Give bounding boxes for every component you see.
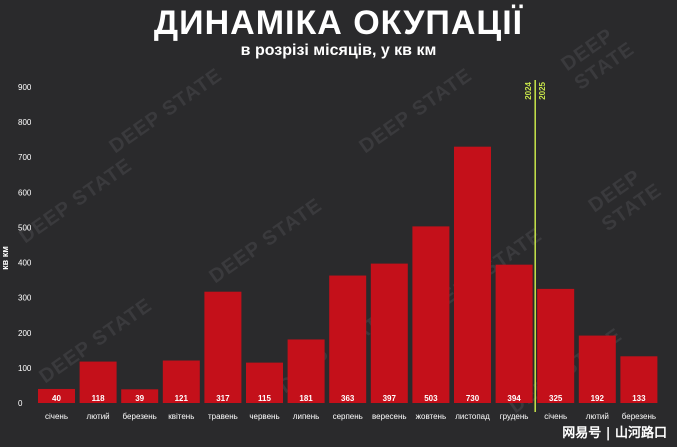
bar-value-label: 363 <box>341 394 355 403</box>
y-tick-label: 100 <box>18 364 32 373</box>
bar <box>537 288 575 403</box>
x-tick-label: листопад <box>455 412 490 421</box>
chart-title: ДИНАМІКА ОКУПАЦІЇ <box>153 4 524 42</box>
bar <box>79 361 117 403</box>
bar <box>412 226 450 403</box>
x-tick-label: червень <box>249 412 279 421</box>
x-tick-label: серпень <box>333 412 363 421</box>
bar-value-label: 317 <box>216 394 230 403</box>
x-tick-label: квітень <box>168 412 194 421</box>
bar <box>121 389 159 403</box>
bar <box>370 263 408 403</box>
x-tick-label: березень <box>622 412 656 421</box>
bar-value-label: 503 <box>424 394 438 403</box>
bar <box>162 360 200 403</box>
y-tick-label: 500 <box>18 223 32 232</box>
bar <box>578 335 616 403</box>
bar <box>246 362 283 403</box>
chart-subtitle: в розрізі місяців, у кв км <box>240 42 437 59</box>
bar <box>204 291 242 403</box>
bar-value-label: 325 <box>549 394 563 403</box>
x-tick-label: січень <box>45 412 68 421</box>
year-label-2024: 2024 <box>524 81 533 99</box>
x-tick-label: липень <box>293 412 320 421</box>
bar-value-label: 115 <box>258 394 271 403</box>
bar-value-label: 730 <box>466 394 480 403</box>
y-tick-label: 300 <box>18 294 32 303</box>
year-label-2025: 2025 <box>538 81 547 99</box>
y-tick-label: 900 <box>18 83 32 92</box>
x-tick-label: жовтень <box>416 412 446 421</box>
bar <box>495 264 533 403</box>
x-tick-label: лютий <box>586 412 609 421</box>
bar <box>329 275 367 403</box>
bar-value-label: 397 <box>383 394 397 403</box>
y-tick-label: 0 <box>18 399 23 408</box>
bar <box>38 388 75 403</box>
x-tick-label: лютий <box>87 412 110 421</box>
y-axis-label: кв км <box>0 246 10 270</box>
bar-value-label: 181 <box>299 394 313 403</box>
bar-value-label: 39 <box>135 394 144 403</box>
bar <box>454 146 491 403</box>
x-tick-label: грудень <box>500 412 529 421</box>
bar <box>620 356 658 403</box>
bar-value-label: 118 <box>92 394 105 403</box>
bar-value-label: 133 <box>632 394 646 403</box>
y-tick-label: 400 <box>18 259 32 268</box>
bar-value-label: 40 <box>52 394 61 403</box>
y-tick-label: 800 <box>18 118 32 127</box>
footer-watermark: 网易号 | 山河路口 <box>562 426 667 441</box>
y-tick-label: 200 <box>18 329 32 338</box>
bar <box>287 339 325 403</box>
bar-value-label: 192 <box>591 394 605 403</box>
x-tick-label: січень <box>544 412 567 421</box>
bar-value-label: 121 <box>175 394 189 403</box>
y-tick-label: 700 <box>18 153 32 162</box>
bar-value-label: 394 <box>507 394 521 403</box>
x-tick-label: травень <box>208 412 238 421</box>
x-tick-label: березень <box>123 412 157 421</box>
x-tick-label: вересень <box>372 412 407 421</box>
y-tick-label: 600 <box>18 188 32 197</box>
